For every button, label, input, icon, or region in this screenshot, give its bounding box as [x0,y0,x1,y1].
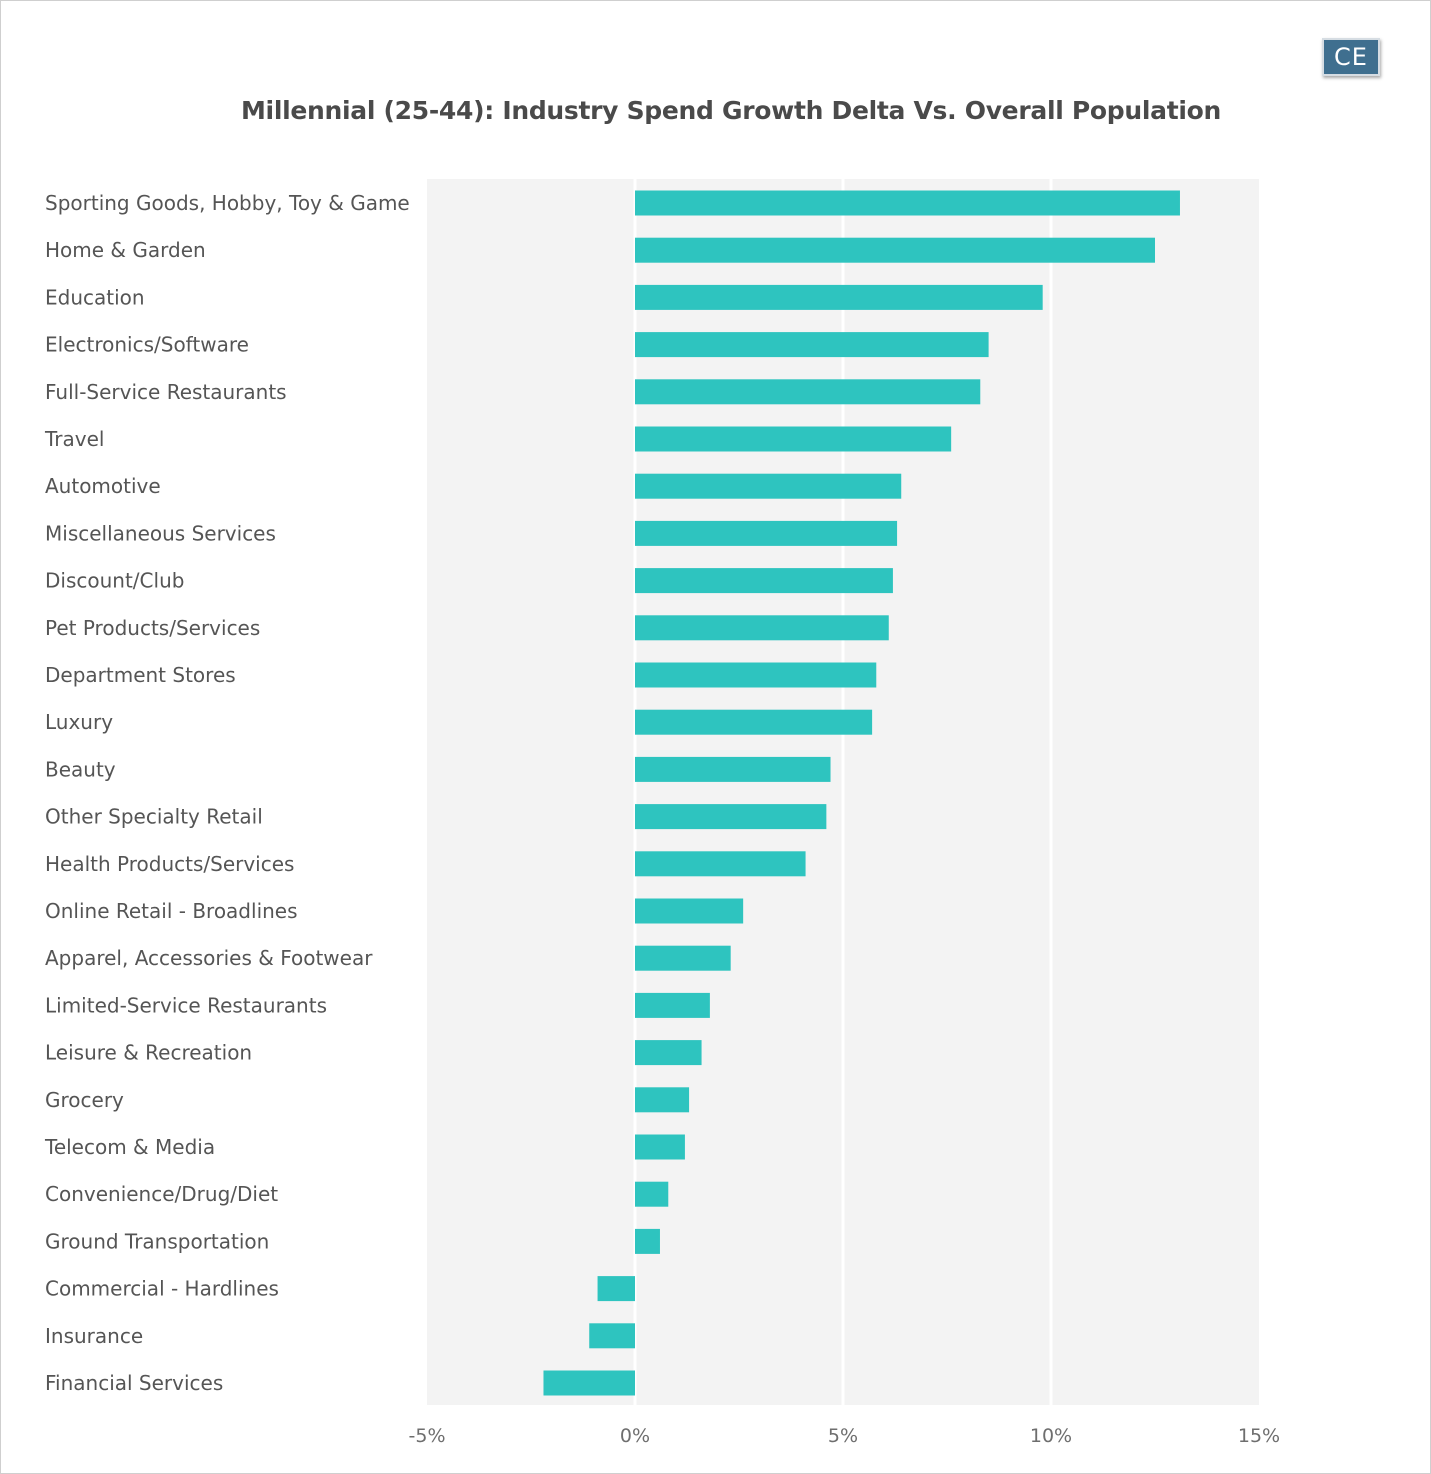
bar-series [543,190,1180,1396]
bar [635,379,981,405]
category-label: Automotive [45,474,161,498]
category-label: Commercial - Hardlines [45,1277,279,1301]
bar [635,520,898,546]
category-label: Electronics/Software [45,333,249,357]
x-axis-tick-labels: -5% 0% 5% 10% 15% [409,1425,1281,1447]
x-tick-label: 0% [620,1425,650,1447]
brand-logo: CE [1322,38,1380,76]
bar [543,1370,635,1396]
category-label: Grocery [45,1088,124,1112]
bar [635,568,893,594]
bar [635,615,889,641]
category-label: Discount/Club [45,569,184,593]
bar [635,284,1043,310]
category-label: Pet Products/Services [45,616,260,640]
bar [635,662,877,688]
category-label: Ground Transportation [45,1229,269,1253]
bar [635,945,731,971]
category-label: Limited-Service Restaurants [45,993,327,1017]
category-label: Online Retail - Broadlines [45,899,298,923]
bar [635,237,1155,263]
bar [635,1040,702,1066]
category-label: Health Products/Services [45,852,294,876]
bar [635,992,710,1018]
bar [635,1134,685,1160]
x-tick-label: -5% [409,1425,446,1447]
category-label: Department Stores [45,663,236,687]
category-label: Other Specialty Retail [45,805,263,829]
category-label: Leisure & Recreation [45,1041,252,1065]
category-label: Full-Service Restaurants [45,380,287,404]
category-label: Home & Garden [45,238,206,262]
category-label: Education [45,285,145,309]
x-tick-label: 5% [828,1425,858,1447]
bar [597,1276,635,1302]
bar [635,473,902,499]
category-label: Beauty [45,757,116,781]
chart-title: Millennial (25-44): Industry Spend Growt… [240,96,1222,125]
category-label: Apparel, Accessories & Footwear [45,946,373,970]
bar [635,898,744,924]
bar [635,426,952,452]
category-label: Insurance [45,1324,143,1348]
bar [635,1181,669,1207]
category-label: Sporting Goods, Hobby, Toy & Game [45,191,410,215]
bar [635,851,806,877]
bar [635,1087,690,1113]
bar [635,190,1180,216]
bar [635,756,831,782]
bar [635,804,827,830]
category-label: Luxury [45,710,113,734]
category-labels: Sporting Goods, Hobby, Toy & Game Home & … [44,191,410,1395]
x-tick-label: 15% [1238,1425,1280,1447]
category-label: Telecom & Media [44,1135,215,1159]
bar [589,1323,635,1349]
category-label: Miscellaneous Services [45,521,276,545]
category-label: Convenience/Drug/Diet [45,1182,278,1206]
bar [635,709,873,735]
x-tick-label: 10% [1030,1425,1072,1447]
category-label: Travel [44,427,104,451]
bar [635,332,989,358]
category-label: Financial Services [45,1371,223,1395]
bar [635,1228,660,1254]
